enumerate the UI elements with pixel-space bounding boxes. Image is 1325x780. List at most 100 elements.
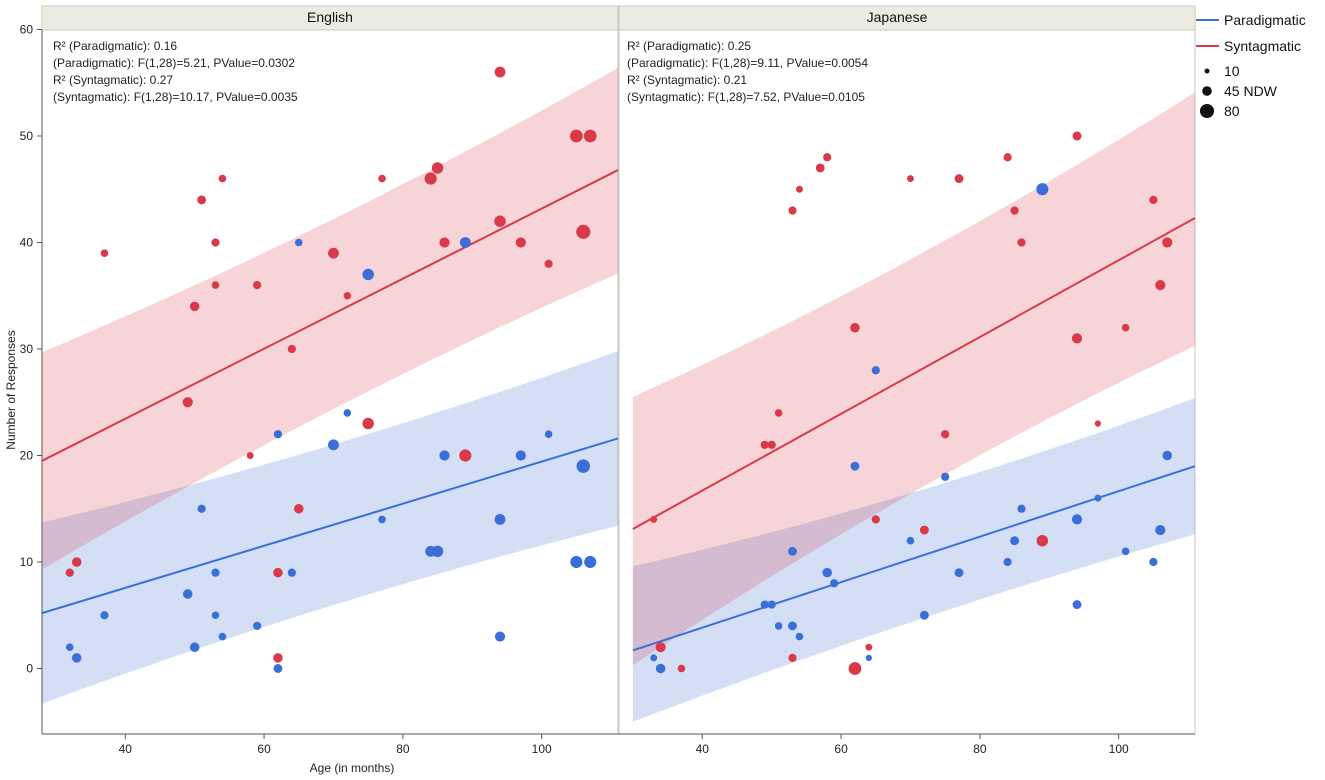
y-tick-label: 0 <box>26 662 33 676</box>
point-syntagmatic <box>65 568 74 577</box>
point-paradigmatic <box>650 654 658 662</box>
point-syntagmatic <box>815 163 825 173</box>
point-syntagmatic <box>459 449 472 462</box>
legend-label-paradigmatic: Paradigmatic <box>1224 12 1306 28</box>
point-paradigmatic <box>954 568 964 578</box>
point-paradigmatic <box>494 631 506 642</box>
point-syntagmatic <box>1155 280 1166 291</box>
point-paradigmatic <box>788 546 797 556</box>
point-syntagmatic <box>919 525 929 535</box>
point-syntagmatic <box>1071 333 1083 344</box>
point-syntagmatic <box>650 515 658 523</box>
point-syntagmatic <box>850 322 860 333</box>
point-syntagmatic <box>544 259 553 268</box>
point-paradigmatic <box>1072 600 1082 610</box>
point-syntagmatic <box>71 557 82 567</box>
point-paradigmatic <box>211 568 220 577</box>
point-syntagmatic <box>865 643 873 651</box>
point-paradigmatic <box>211 611 220 620</box>
stat-line: (Syntagmatic): F(1,28)=10.17, PValue=0.0… <box>53 90 298 104</box>
x-tick-label: 100 <box>532 742 552 756</box>
point-paradigmatic <box>378 515 386 524</box>
point-paradigmatic <box>774 622 783 630</box>
point-syntagmatic <box>1003 153 1012 162</box>
point-paradigmatic <box>1149 557 1158 567</box>
point-paradigmatic <box>871 366 880 375</box>
point-syntagmatic <box>906 175 914 183</box>
y-tick-label: 20 <box>20 449 34 463</box>
point-syntagmatic <box>253 280 262 290</box>
point-paradigmatic <box>343 409 352 417</box>
point-syntagmatic <box>1162 237 1173 248</box>
point-syntagmatic <box>273 653 283 663</box>
point-syntagmatic <box>1149 195 1158 205</box>
confidence-band-paradigmatic <box>42 351 618 704</box>
point-paradigmatic <box>273 430 283 439</box>
point-syntagmatic <box>760 440 769 449</box>
point-syntagmatic <box>189 301 200 312</box>
point-paradigmatic <box>1094 494 1102 502</box>
fit-line-paradigmatic <box>632 465 1196 652</box>
point-paradigmatic <box>1155 524 1166 536</box>
y-tick-label: 40 <box>20 236 34 250</box>
fit-lines-layer <box>41 169 1196 652</box>
point-syntagmatic <box>569 129 583 143</box>
x-axis-label: Age (in months) <box>310 761 395 775</box>
fit-line-syntagmatic <box>632 217 1196 530</box>
data-points-layer <box>65 66 1173 675</box>
point-paradigmatic <box>273 664 283 673</box>
legend-size-dot <box>1199 103 1215 119</box>
x-tick-label: 80 <box>396 742 410 756</box>
point-syntagmatic <box>515 237 526 248</box>
point-syntagmatic <box>788 653 797 662</box>
x-tick-label: 40 <box>119 742 133 756</box>
frame-layer: 0 10 20 30 40 50 60 40 60 80 100 40 60 80 100 <box>20 5 1196 756</box>
point-paradigmatic <box>328 439 339 451</box>
point-syntagmatic <box>431 162 444 174</box>
point-paradigmatic <box>1017 504 1026 513</box>
point-paradigmatic <box>218 632 227 641</box>
y-tick-label: 60 <box>20 23 34 37</box>
confidence-band-syntagmatic <box>42 67 618 570</box>
point-syntagmatic <box>211 281 220 289</box>
point-paradigmatic <box>459 237 471 248</box>
stat-line: R² (Syntagmatic): 0.27 <box>53 73 173 87</box>
confidence-band-paradigmatic <box>632 398 1195 722</box>
point-syntagmatic <box>677 664 686 673</box>
panel-header <box>41 5 619 31</box>
point-paradigmatic <box>822 567 832 578</box>
stat-line: (Syntagmatic): F(1,28)=7.52, PValue=0.01… <box>627 90 865 104</box>
point-paradigmatic <box>515 450 526 461</box>
point-paradigmatic <box>439 450 450 461</box>
point-syntagmatic <box>1017 238 1026 247</box>
legend-size-dot <box>1204 68 1210 74</box>
point-paradigmatic <box>830 579 839 588</box>
point-paradigmatic <box>906 536 915 545</box>
point-syntagmatic <box>273 567 283 578</box>
point-paradigmatic <box>1010 536 1020 546</box>
point-paradigmatic <box>795 632 804 641</box>
point-paradigmatic <box>1121 547 1130 556</box>
point-syntagmatic <box>182 397 193 408</box>
point-syntagmatic <box>246 452 254 459</box>
point-paradigmatic <box>919 610 929 620</box>
stats-layer: English Japanese R² (Paradigmatic): 0.16… <box>4 9 1306 775</box>
point-paradigmatic <box>71 653 82 663</box>
point-paradigmatic <box>570 555 583 569</box>
panel-title-english: English <box>307 9 353 25</box>
panel-frame <box>41 29 619 735</box>
legend-label-syntagmatic: Syntagmatic <box>1224 38 1301 54</box>
point-paradigmatic <box>584 555 597 569</box>
point-syntagmatic <box>655 642 666 653</box>
legend <box>1196 19 1219 119</box>
point-syntagmatic <box>378 174 386 183</box>
point-paradigmatic <box>65 643 74 651</box>
confidence-band-syntagmatic <box>632 92 1195 666</box>
x-tick-label: 60 <box>257 742 271 756</box>
point-syntagmatic <box>1094 420 1101 427</box>
point-paradigmatic <box>253 621 262 631</box>
point-syntagmatic <box>494 66 506 78</box>
fit-line-paradigmatic <box>41 437 619 615</box>
y-tick-label: 10 <box>20 555 34 569</box>
stat-line: R² (Syntagmatic): 0.21 <box>627 73 747 87</box>
